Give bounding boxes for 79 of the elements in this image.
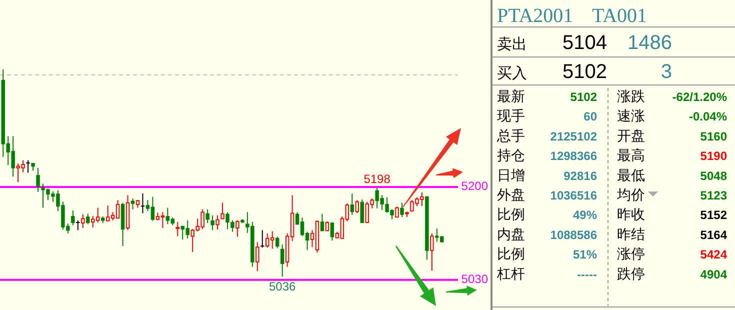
text: 持仓 (497, 147, 525, 164)
text: TA001 (592, 5, 648, 27)
text: 涨停 (617, 246, 645, 262)
y-tick-label: 5200 (461, 179, 488, 194)
text: 60 (584, 110, 598, 124)
text: 昨结 (617, 226, 645, 242)
candlestick (430, 232, 434, 272)
candlestick (210, 214, 214, 231)
text: 4904 (700, 267, 728, 282)
candlestick (140, 193, 146, 214)
text: 5160 (700, 129, 728, 144)
text: 卖出 (497, 36, 527, 53)
text: 3 (660, 61, 672, 83)
text: 5424 (700, 248, 728, 262)
text: 外盘 (497, 186, 525, 202)
candlestick (76, 220, 80, 231)
candlestick (330, 222, 334, 242)
candlestick (220, 202, 224, 220)
text: 内盘 (497, 226, 525, 242)
text: 5190 (700, 149, 728, 164)
text: 总手 (496, 127, 525, 144)
text: 5152 (700, 208, 728, 222)
candlestick (86, 213, 90, 225)
candlestick (350, 193, 354, 216)
text: 均价 (616, 186, 645, 202)
text: 5048 (700, 168, 728, 183)
annotation: 5198 (364, 172, 391, 186)
text: 1486 (628, 32, 672, 54)
text: 5123 (700, 188, 728, 202)
candlestick (36, 167, 40, 192)
text: 现手 (497, 108, 525, 124)
candlestick (81, 214, 85, 228)
text: 速涨 (617, 108, 645, 124)
text: 跌停 (617, 265, 645, 282)
candlestick (325, 220, 330, 232)
candlestick (280, 244, 284, 278)
text: 2125102 (550, 129, 598, 144)
text: 1036516 (550, 188, 598, 202)
text: ----- (577, 267, 597, 282)
text: 51% (572, 248, 598, 262)
text: 昨收 (617, 206, 645, 222)
text: 开盘 (617, 127, 645, 144)
text: 最低 (617, 166, 645, 183)
annotation: 5036 (268, 280, 296, 294)
candlestick (320, 213, 324, 232)
text: 买入 (497, 65, 527, 82)
text: 比例 (497, 206, 525, 222)
text: 涨跌 (617, 88, 645, 104)
text: 49% (572, 208, 598, 222)
candlestick (395, 206, 399, 218)
text: 比例 (497, 246, 525, 262)
text: -0.04% (688, 110, 728, 124)
text: 5102 (570, 90, 598, 104)
text: 杠杆 (496, 265, 525, 282)
candlestick (260, 230, 265, 248)
candlestick (355, 200, 359, 214)
text: 5164 (700, 228, 728, 242)
text: 最高 (617, 147, 645, 164)
text: 92816 (564, 168, 598, 183)
candlestick (400, 202, 404, 218)
text: 最新 (497, 88, 525, 104)
candlestick (360, 199, 364, 224)
candlestick (275, 236, 280, 249)
text: 5104 (562, 32, 607, 54)
text: 5102 (562, 61, 607, 83)
candlestick (256, 242, 260, 272)
y-tick-label: 5030 (461, 272, 488, 286)
text: 1298366 (550, 149, 598, 164)
text: -62/1.20% (672, 90, 728, 104)
text: PTA2001 (497, 5, 574, 27)
candlestick (71, 210, 75, 226)
candlestick (26, 160, 30, 174)
candlestick (216, 214, 220, 230)
candlestick (176, 221, 180, 237)
text: 1088586 (550, 228, 598, 242)
candlestick (206, 208, 210, 224)
text: 日增 (497, 166, 525, 183)
candlestick (130, 198, 135, 210)
candlestick (236, 220, 240, 238)
